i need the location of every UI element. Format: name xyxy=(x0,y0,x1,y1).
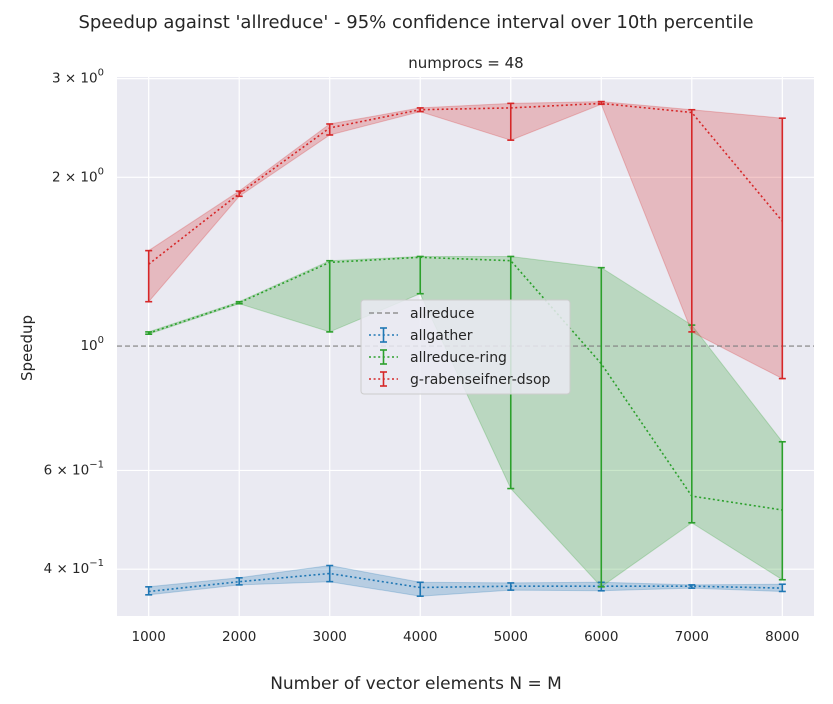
error-bar-g-rabenseifner-dsop xyxy=(326,123,334,136)
legend-label: allreduce xyxy=(410,306,475,322)
error-bar-allreduce-ring xyxy=(416,255,424,295)
legend-box xyxy=(360,299,571,395)
error-bar-allgather xyxy=(507,582,515,591)
error-bar-g-rabenseifner-dsop xyxy=(416,107,424,113)
error-bar-g-rabenseifner-dsop xyxy=(597,100,605,106)
error-bar-g-rabenseifner-dsop xyxy=(235,190,243,198)
error-bar-allreduce-ring xyxy=(778,440,786,581)
series-line-allgather xyxy=(148,572,783,593)
legend-entry: allreduce xyxy=(369,306,475,322)
y-tick-exponent: 0 xyxy=(98,166,104,177)
chart-title: Speedup against 'allreduce' - 95% confid… xyxy=(78,12,753,33)
y-tick-exponent: 0 xyxy=(98,335,104,346)
error-bar-allgather xyxy=(778,583,786,593)
x-axis-label: Number of vector elements N = M xyxy=(270,674,562,694)
legend: allreduce allgather allreduce-ring g-rabens… xyxy=(360,299,571,395)
y-tick-base: 10 xyxy=(80,338,97,354)
y-tick-label: 4 × 10−1 xyxy=(44,558,104,577)
y-tick-exponent: −1 xyxy=(89,558,104,569)
error-bar-allreduce-ring xyxy=(326,259,334,333)
y-tick-base: 2 × 10 xyxy=(52,169,98,185)
x-ticks: 1000 2000 3000 4000 5000 6000 7000 8000 xyxy=(132,629,800,645)
x-tick-label: 2000 xyxy=(222,629,256,645)
y-tick-label: 2 × 100 xyxy=(52,166,104,185)
error-bar-g-rabenseifner-dsop xyxy=(778,117,786,380)
legend-entry: g-rabenseifner-dsop xyxy=(369,371,551,388)
y-tick-label: 100 xyxy=(80,335,104,354)
x-tick-label: 1000 xyxy=(132,629,166,645)
x-tick-label: 7000 xyxy=(675,629,709,645)
y-tick-label: 6 × 10−1 xyxy=(44,459,104,478)
error-bar-allgather xyxy=(145,586,153,596)
x-tick-label: 5000 xyxy=(494,629,528,645)
x-tick-label: 4000 xyxy=(403,629,437,645)
y-tick-base: 3 × 10 xyxy=(52,71,98,87)
x-tick-label: 3000 xyxy=(313,629,347,645)
y-tick-base: 6 × 10 xyxy=(44,462,90,478)
series-line-g-rabenseifner-dsop xyxy=(148,102,783,265)
error-bar-allgather xyxy=(688,584,696,589)
y-tick-base: 4 × 10 xyxy=(44,561,90,577)
legend-label: g-rabenseifner-dsop xyxy=(410,372,551,388)
confidence-bands xyxy=(148,101,783,597)
error-bar-g-rabenseifner-dsop xyxy=(507,102,515,141)
error-bar-allreduce-ring xyxy=(597,266,605,588)
error-bar-g-rabenseifner-dsop xyxy=(145,249,153,303)
error-bar-allreduce-ring xyxy=(145,331,153,336)
y-tick-exponent: −1 xyxy=(89,459,104,470)
x-tick-label: 6000 xyxy=(584,629,618,645)
legend-label: allgather xyxy=(410,328,473,344)
error-bar-allgather xyxy=(235,577,243,586)
series-lines xyxy=(148,102,783,593)
y-axis-label: Speedup xyxy=(18,315,36,381)
legend-entries: allreduce allgather allreduce-ring g-rabens… xyxy=(369,306,551,388)
error-bar-allreduce-ring xyxy=(235,300,243,305)
y-tick-label: 3 × 100 xyxy=(52,68,104,87)
legend-entry: allgather xyxy=(369,327,473,344)
error-bar-g-rabenseifner-dsop xyxy=(688,108,696,333)
error-bar-allgather xyxy=(416,581,424,597)
error-bar-allgather xyxy=(326,564,334,583)
legend-label: allreduce-ring xyxy=(410,350,507,366)
x-tick-label: 8000 xyxy=(765,629,799,645)
series-line-allreduce-ring xyxy=(148,256,783,511)
legend-entry: allreduce-ring xyxy=(369,349,507,366)
y-tick-exponent: 0 xyxy=(98,68,104,79)
chart-subtitle: numprocs = 48 xyxy=(408,54,523,72)
